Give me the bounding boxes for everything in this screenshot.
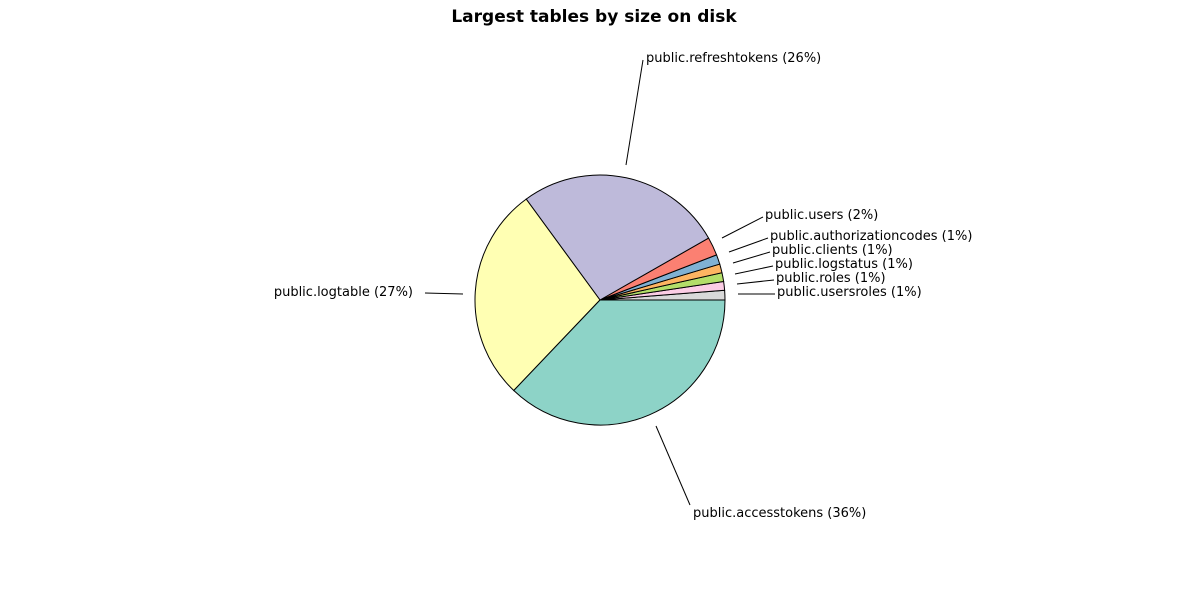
slice-label-public-roles: public.roles (1%) (776, 271, 886, 286)
leader-line (732, 251, 771, 264)
chart-title: Largest tables by size on disk (451, 7, 737, 27)
pie-slice-public-refreshtokens (525, 174, 710, 301)
leader-line (734, 265, 774, 275)
slice-label-public-clients: public.clients (1%) (772, 243, 893, 258)
slice-label-public-logstatus: public.logstatus (1%) (775, 257, 913, 272)
slice-label-public-accesstokens: public.accesstokens (36%) (693, 506, 866, 521)
leader-line (625, 59, 644, 166)
slice-label-public-usersroles: public.usersroles (1%) (777, 285, 922, 300)
slice-label-public-refreshtokens: public.refreshtokens (26%) (646, 51, 821, 66)
leader-line (721, 216, 764, 239)
slice-labels: public.usersroles (1%)public.roles (1%)p… (274, 51, 973, 521)
leader-line (424, 292, 464, 295)
leader-line (736, 279, 775, 285)
slice-label-public-authorizationcodes: public.authorizationcodes (1%) (770, 229, 972, 244)
leader-line (728, 237, 769, 253)
pie-slice-public-logtable (474, 198, 601, 392)
pie-slices (474, 174, 726, 426)
slice-label-public-logtable: public.logtable (27%) (274, 285, 413, 300)
slice-label-public-users: public.users (2%) (765, 208, 878, 223)
pie-slice-public-accesstokens (513, 299, 726, 426)
leader-lines (424, 59, 775, 506)
leader-line (655, 425, 691, 506)
